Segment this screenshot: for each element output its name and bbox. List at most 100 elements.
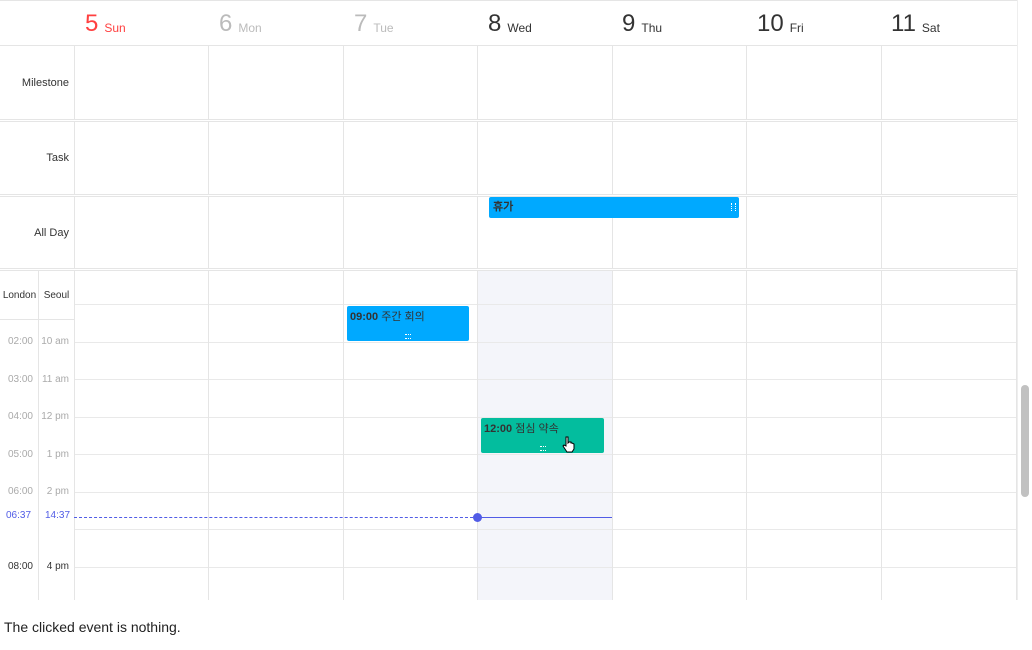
tick-london: 04:00	[7, 411, 33, 422]
task-panel: Task	[0, 122, 1017, 194]
now-time-seoul: 14:37	[45, 510, 71, 521]
allday-cell[interactable]	[343, 197, 478, 269]
day-number: 6	[219, 10, 233, 37]
tick-london: 02:00	[7, 336, 33, 347]
day-number: 10	[757, 10, 784, 37]
task-cell[interactable]	[477, 122, 613, 194]
resize-handle[interactable]	[405, 334, 411, 339]
milestone-cell[interactable]	[477, 46, 613, 119]
day-number: 7	[354, 10, 368, 37]
hour-gridline	[74, 567, 1017, 568]
milestone-cell[interactable]	[881, 46, 1017, 119]
day-name: Wed	[507, 21, 532, 35]
panel-splitter[interactable]	[0, 119, 1017, 122]
milestone-cell[interactable]	[612, 46, 747, 119]
day-column-line	[881, 271, 882, 600]
timezone-seoul-label: Seoul	[43, 290, 70, 301]
timezone-london-label: London	[2, 290, 37, 301]
day-column-line	[612, 271, 613, 600]
tick-london: 05:00	[7, 449, 33, 460]
milestone-cell[interactable]	[343, 46, 478, 119]
day-column-line	[477, 271, 478, 600]
task-cell[interactable]	[881, 122, 1017, 194]
event-time: 09:00	[350, 311, 379, 323]
dayname-sat[interactable]: 11 Sat	[881, 1, 1017, 47]
timezone-divider	[38, 271, 39, 600]
day-name: Tue	[373, 21, 394, 35]
day-number: 8	[488, 10, 502, 37]
day-name: Fri	[789, 21, 804, 35]
allday-event-vacation[interactable]: 휴가	[489, 197, 739, 218]
day-column-line	[746, 271, 747, 600]
dayname-thu[interactable]: 9 Thu	[612, 1, 746, 47]
task-cell[interactable]	[343, 122, 478, 194]
allday-cell[interactable]	[612, 197, 747, 269]
hour-gridline	[74, 529, 1017, 530]
day-name: Mon	[238, 21, 262, 35]
calendar-week-view: 5 Sun 6 Mon 7 Tue 8 Wed 9 Thu 10 Fri 11 …	[0, 0, 1017, 600]
time-grid: London Seoul 02:00 03:00 04:00 05:00 06:…	[0, 271, 1017, 600]
event-title: 주간 회의	[381, 311, 425, 323]
day-column-line	[343, 271, 344, 600]
hour-gridline	[74, 454, 1017, 455]
allday-cell[interactable]	[74, 197, 209, 269]
now-indicator-today	[478, 517, 612, 518]
task-cell[interactable]	[74, 122, 209, 194]
now-time-london: 06:37	[6, 510, 32, 521]
allday-cell[interactable]	[208, 197, 344, 269]
allday-cell[interactable]	[746, 197, 882, 269]
tick-london: 08:00	[7, 561, 33, 572]
tick-london: 03:00	[7, 374, 33, 385]
task-label: Task	[46, 152, 69, 164]
tick-london: 06:00	[7, 486, 33, 497]
allday-cell[interactable]	[881, 197, 1017, 269]
panel-splitter[interactable]	[0, 268, 1017, 271]
resize-handle[interactable]	[539, 446, 546, 451]
vertical-scrollbar[interactable]	[1017, 0, 1032, 600]
day-column-line	[208, 271, 209, 600]
dayname-mon[interactable]: 6 Mon	[209, 1, 343, 47]
allday-cell[interactable]	[477, 197, 613, 269]
allday-label: All Day	[34, 227, 69, 239]
event-lunch-appointment[interactable]: 12:00 점심 약속	[481, 418, 604, 453]
event-time: 12:00	[484, 423, 513, 435]
milestone-cell[interactable]	[74, 46, 209, 119]
hour-gridline	[74, 342, 1017, 343]
day-names-header: 5 Sun 6 Mon 7 Tue 8 Wed 9 Thu 10 Fri 11 …	[0, 0, 1017, 46]
scrollbar-thumb[interactable]	[1021, 385, 1029, 497]
day-column-line	[1016, 271, 1017, 600]
timezone-header-divider	[0, 319, 74, 320]
day-name: Sun	[104, 21, 126, 35]
tick-seoul: 10 am	[41, 336, 69, 347]
dayname-wed[interactable]: 8 Wed	[478, 1, 612, 47]
dayname-tue[interactable]: 7 Tue	[344, 1, 478, 47]
task-cell[interactable]	[612, 122, 747, 194]
task-cell[interactable]	[746, 122, 882, 194]
clicked-event-status: The clicked event is nothing.	[4, 619, 181, 635]
day-number: 5	[85, 10, 99, 37]
tick-seoul: 1 pm	[46, 449, 69, 460]
tick-seoul: 12 pm	[41, 411, 69, 422]
now-indicator-past	[74, 517, 478, 518]
resize-handle[interactable]	[731, 203, 736, 211]
event-weekly-meeting[interactable]: 09:00 주간 회의	[347, 306, 469, 341]
hour-gridline	[74, 379, 1017, 380]
hour-gridline	[74, 304, 1017, 305]
day-number: 9	[622, 10, 636, 37]
milestone-cell[interactable]	[208, 46, 344, 119]
milestone-label: Milestone	[21, 76, 69, 89]
event-title: 휴가	[493, 201, 514, 213]
milestone-cell[interactable]	[746, 46, 882, 119]
hour-gridline	[74, 492, 1017, 493]
day-name: Thu	[641, 21, 663, 35]
tick-seoul: 2 pm	[46, 486, 69, 497]
day-number: 11	[891, 10, 916, 37]
milestone-panel: Milestone	[0, 46, 1017, 119]
panel-splitter[interactable]	[0, 194, 1017, 197]
allday-panel: All Day	[0, 197, 1017, 269]
task-cell[interactable]	[208, 122, 344, 194]
dayname-sun[interactable]: 5 Sun	[75, 1, 209, 47]
day-name: Sat	[921, 21, 940, 35]
dayname-fri[interactable]: 10 Fri	[747, 1, 881, 47]
tick-seoul: 4 pm	[46, 561, 69, 572]
